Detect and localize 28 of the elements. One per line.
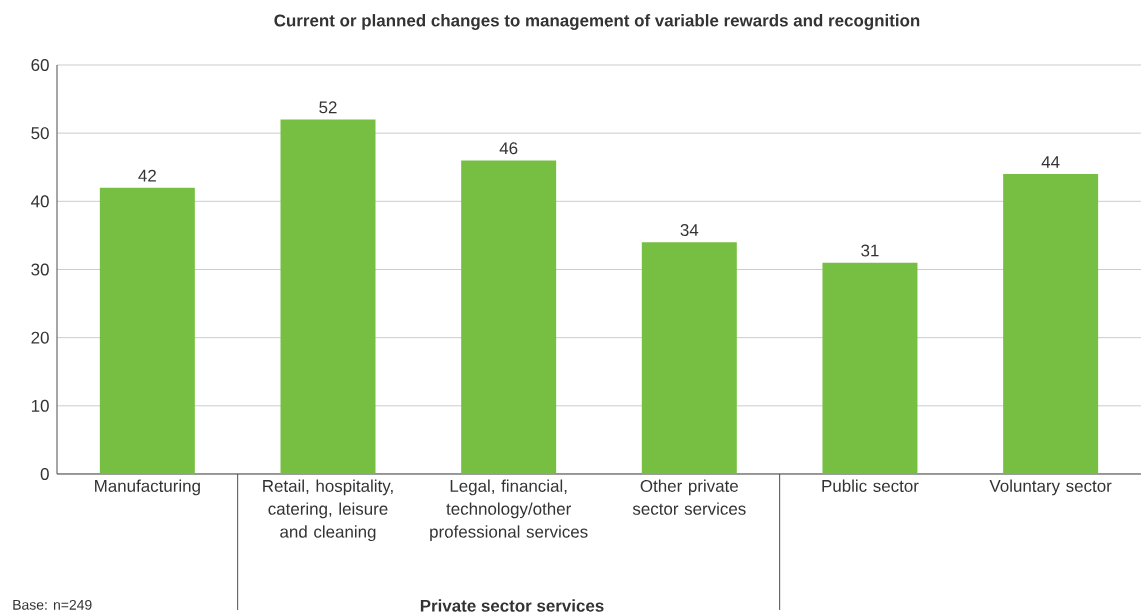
bar bbox=[641, 242, 737, 474]
text: Private sector services bbox=[420, 599, 604, 612]
bar bbox=[280, 119, 376, 474]
bar bbox=[99, 187, 195, 474]
bar bbox=[822, 262, 918, 474]
y-tick-label: 60 bbox=[31, 58, 49, 71]
data-label: 52 bbox=[319, 101, 337, 114]
y-tick-label: 10 bbox=[31, 399, 49, 412]
y-tick-label: 20 bbox=[31, 331, 49, 344]
data-label: 46 bbox=[499, 142, 518, 155]
data-label: 34 bbox=[680, 224, 699, 237]
x-tick-label: Manufacturing bbox=[95, 479, 200, 496]
bar bbox=[1003, 174, 1099, 474]
y-tick-label: 30 bbox=[31, 263, 49, 276]
y-tick-label: 40 bbox=[31, 195, 49, 208]
x-tick-label: Other private sector services bbox=[632, 479, 746, 515]
y-tick-label: 50 bbox=[31, 127, 49, 140]
chart-title: Current or planned changes to management of variable rewards and recognition bbox=[274, 14, 920, 30]
data-label: 44 bbox=[1041, 156, 1060, 168]
bar bbox=[461, 160, 557, 474]
x-tick-label: Public sector bbox=[822, 479, 919, 492]
data-label: 42 bbox=[138, 169, 156, 182]
text: Base: n=249 bbox=[13, 599, 92, 610]
x-tick-label: Retail, hospitality, catering, leisure and cleaning bbox=[263, 479, 393, 542]
data-label: 31 bbox=[861, 244, 879, 257]
x-tick-label: Voluntary sector bbox=[989, 479, 1112, 496]
x-tick-label: Legal, financial, technology/other professional services bbox=[430, 479, 588, 542]
y-tick-label: 0 bbox=[40, 467, 49, 480]
